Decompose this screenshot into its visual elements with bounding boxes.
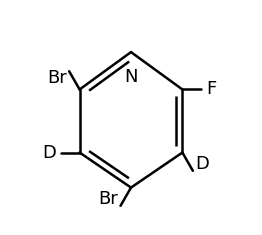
Text: Br: Br [47,69,67,87]
Text: F: F [206,80,216,98]
Text: Br: Br [99,190,118,208]
Text: N: N [124,68,138,86]
Text: D: D [195,155,209,173]
Text: D: D [42,144,56,161]
